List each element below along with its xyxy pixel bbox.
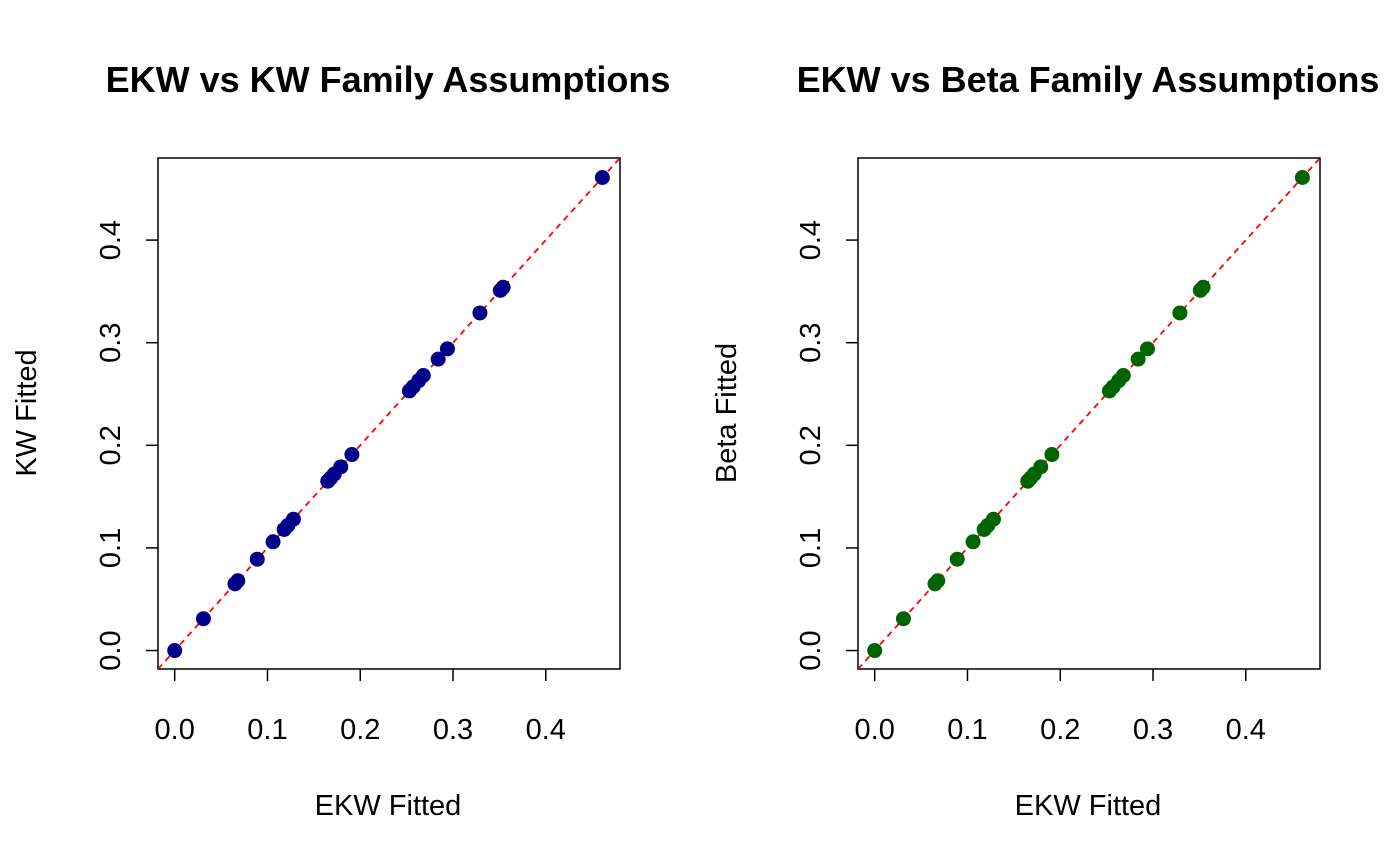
plot-area: 0.0 0.1 0.2 0.3 0.4 0.0 0.1 0.2 0.3 0.4 (795, 157, 1321, 746)
plot-frame (157, 157, 621, 670)
x-axis-label: EKW Fitted (1015, 790, 1162, 822)
data-point (495, 279, 511, 295)
y-tick-label: 0.1 (795, 528, 827, 568)
data-point (1172, 305, 1188, 321)
x-tick-label: 0.1 (947, 714, 987, 746)
y-axis-label: KW Fitted (11, 349, 43, 476)
data-point (1130, 351, 1146, 367)
data-point (1139, 341, 1155, 357)
y-tick-label: 0.0 (95, 630, 127, 670)
x-tick-label: 0.0 (855, 714, 895, 746)
data-point (1115, 368, 1131, 384)
x-tick-label: 0.4 (1226, 714, 1266, 746)
x-tick-label: 0.3 (433, 714, 473, 746)
x-tick-label: 0.1 (247, 714, 287, 746)
x-tick-label: 0.0 (155, 714, 195, 746)
y-tick-label: 0.3 (95, 323, 127, 363)
y-tick-label: 0.4 (795, 220, 827, 260)
data-point (1033, 459, 1049, 475)
y-axis-label: Beta Fitted (711, 343, 743, 483)
reference-line (158, 158, 620, 669)
data-point (594, 169, 610, 185)
x-axis-label: EKW Fitted (315, 790, 462, 822)
data-point (1044, 447, 1060, 463)
data-point (439, 341, 455, 357)
beta-scatter-panel: EKW vs Beta Family Assumptions EKW Fitte… (711, 59, 1379, 822)
data-point (344, 447, 360, 463)
chart-title: EKW vs Beta Family Assumptions (797, 59, 1380, 100)
data-point (895, 611, 911, 627)
data-point (167, 643, 183, 659)
x-tick-label: 0.2 (340, 714, 380, 746)
data-point (285, 511, 301, 527)
y-tick-label: 0.3 (795, 323, 827, 363)
data-point (333, 459, 349, 475)
plot-frame (857, 157, 1321, 670)
kw-scatter-panel: EKW vs KW Family Assumptions EKW Fitted … (11, 59, 670, 822)
data-point (949, 551, 965, 567)
data-point (415, 368, 431, 384)
data-point (1195, 279, 1211, 295)
y-tick-label: 0.4 (95, 220, 127, 260)
y-tick-label: 0.2 (95, 425, 127, 465)
data-point (430, 351, 446, 367)
plot-area: 0.0 0.1 0.2 0.3 0.4 0.0 0.1 0.2 0.3 0.4 (95, 157, 621, 746)
data-point (867, 643, 883, 659)
data-point (265, 534, 281, 550)
y-tick-label: 0.2 (795, 425, 827, 465)
data-point (965, 534, 981, 550)
data-point (985, 511, 1001, 527)
x-tick-label: 0.2 (1040, 714, 1080, 746)
data-point (930, 573, 946, 589)
data-point (472, 305, 488, 321)
reference-line (858, 158, 1320, 669)
x-tick-label: 0.3 (1133, 714, 1173, 746)
chart-title: EKW vs KW Family Assumptions (106, 59, 671, 100)
data-point (195, 611, 211, 627)
data-point (249, 551, 265, 567)
y-tick-label: 0.1 (95, 528, 127, 568)
data-point (230, 573, 246, 589)
data-point (1294, 169, 1310, 185)
x-tick-label: 0.4 (526, 714, 566, 746)
y-tick-label: 0.0 (795, 630, 827, 670)
